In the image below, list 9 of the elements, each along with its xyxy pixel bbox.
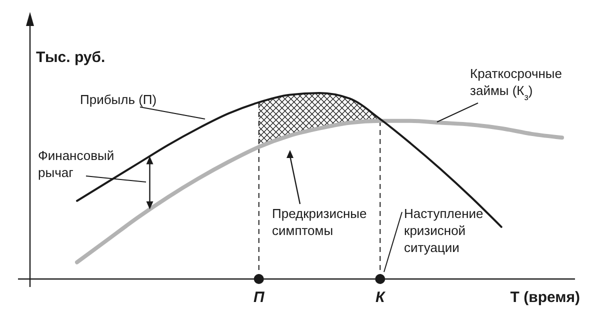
annotation: Наступление кризисной ситуации	[404, 206, 484, 255]
series-label: Краткосрочные займы (К$_{з}$)	[470, 66, 562, 102]
x-axis-title: Т (время)	[510, 289, 580, 306]
x-tick-label: П	[253, 289, 266, 306]
annotation: Предкризисные симптомы	[272, 206, 367, 238]
y-axis-title: Тыс. руб.	[36, 49, 106, 66]
x-tick-label: К	[376, 289, 387, 306]
text: Прибыль (П)	[80, 92, 157, 107]
annotation: Финансовый рычаг	[38, 148, 114, 180]
